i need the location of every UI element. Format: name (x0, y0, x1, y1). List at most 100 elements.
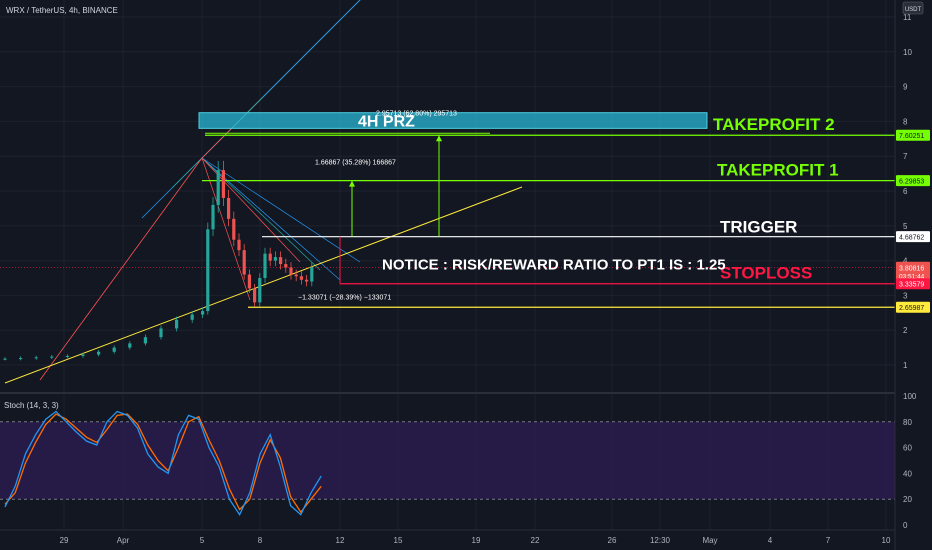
price-tag (896, 278, 930, 290)
currency-badge[interactable] (902, 1, 924, 15)
fan-line (201, 157, 361, 263)
candle-body (305, 279, 309, 282)
stoch-axis[interactable]: 0 20 40 60 80 100 (903, 392, 917, 530)
stoploss-label: STOPLOSS (720, 264, 812, 283)
candle-body (201, 311, 205, 315)
price-tick-label: 2 (903, 326, 908, 335)
candle-body (19, 358, 23, 360)
stoch-k-line (4, 410, 322, 517)
candle-body (206, 229, 210, 312)
takeprofit-2-label: TAKEPROFIT 2 (713, 115, 835, 134)
takeprofit-1-label: TAKEPROFIT 1 (717, 161, 839, 180)
price-candles (3, 160, 314, 361)
support-trendline[interactable] (4, 186, 523, 384)
price-tick-label: 8 (903, 117, 908, 126)
time-tick-label: 15 (394, 536, 403, 545)
stoch-tick-label: 0 (903, 521, 908, 530)
pitchfork-handle (39, 157, 203, 381)
tp1-measure-label: 1.66867 (35.28%) 166867 (315, 160, 396, 167)
fan-line (201, 157, 321, 271)
tp1-arrow-head (349, 180, 355, 187)
candle-body (143, 337, 147, 344)
time-tick-label: 8 (258, 536, 263, 545)
candle-body (242, 250, 246, 275)
pitchfork-line (261, 0, 361, 99)
stoch-tick-label: 40 (903, 469, 912, 478)
price-tick-label: 10 (903, 48, 912, 57)
time-tick-label: 12:30 (650, 536, 671, 545)
candle-body (65, 355, 69, 357)
stoch-d-line (4, 413, 322, 514)
candle-body (97, 351, 101, 355)
price-levels[interactable] (0, 134, 895, 308)
price-tag-label: 7.60251 (899, 133, 924, 140)
stoch-tick-label: 20 (903, 495, 912, 504)
candle-body (232, 218, 236, 240)
price-tick-label: 6 (903, 187, 908, 196)
candle-body (284, 264, 288, 268)
measurements[interactable] (205, 132, 490, 284)
price-tag (896, 301, 930, 313)
prz-zone[interactable] (198, 112, 708, 129)
candle-body (3, 358, 7, 360)
candle-body (227, 197, 231, 219)
stoch-tick-label: 100 (903, 392, 917, 401)
time-tick-label: 26 (608, 536, 617, 545)
price-tick-label: 4 (903, 257, 908, 266)
currency-badge-label: USDT (905, 7, 922, 13)
candle-body (299, 276, 303, 280)
price-tick-label: 9 (903, 83, 908, 92)
stoch-tick-label: 80 (903, 418, 912, 427)
candle-body (273, 257, 277, 261)
time-tick-label: Apr (117, 536, 130, 545)
candle-body (253, 288, 257, 303)
tp2-arrow-head (436, 135, 442, 142)
time-tick-label: May (702, 536, 717, 545)
candle-body (279, 257, 283, 265)
sl-measure-label: −1.33071 (−28.39%) −133071 (298, 295, 391, 302)
candle-body (128, 343, 132, 348)
price-tag-label: 6.29853 (899, 179, 924, 186)
candle-body (216, 170, 220, 205)
price-tick-label: 11 (903, 13, 912, 22)
price-tag (896, 261, 930, 280)
price-tick-label: 5 (903, 222, 908, 231)
candle-body (159, 328, 163, 338)
candle-body (289, 267, 293, 275)
candle-body (50, 356, 54, 358)
price-tag-label: 4.68762 (899, 235, 924, 242)
candle-body (81, 354, 85, 356)
time-tick-label: 19 (472, 536, 481, 545)
candle-body (211, 204, 215, 230)
candle-body (221, 170, 225, 198)
candle-body (34, 357, 38, 359)
time-tick-label: 10 (882, 536, 891, 545)
price-tag-label: 3.80816 (899, 265, 924, 272)
price-tag (896, 175, 930, 187)
price-tag-label: 2.65987 (899, 305, 924, 312)
candle-body (294, 274, 298, 277)
notice-text: NOTICE : RISK/REWARD RATIO TO PT1 IS : 1… (382, 256, 726, 273)
price-tag (896, 129, 930, 141)
time-axis[interactable]: 29 Apr 5 8 12 15 19 22 26 12:30 May 4 7 10 (60, 536, 891, 545)
candle-body (190, 314, 194, 320)
time-tick-label: 4 (768, 536, 773, 545)
candle-body (247, 274, 251, 289)
prz-label: 4H PRZ (358, 113, 415, 130)
fan-line (201, 157, 251, 301)
stoch-title: Stoch (14, 3, 3) (4, 401, 59, 410)
candle-body (112, 347, 116, 352)
price-tick-label: 3 (903, 291, 908, 300)
price-axis[interactable]: 1 2 3 4 5 6 7 8 9 10 11 (903, 13, 912, 370)
candle-body (263, 253, 267, 278)
candle-body (237, 239, 241, 251)
price-tag-label: 3.33579 (899, 282, 924, 289)
candle-body (268, 253, 272, 261)
price-tick-label: 7 (903, 152, 908, 161)
symbol-title: WRX / TetherUS, 4h, BINANCE (6, 6, 118, 15)
time-tick-label: 29 (60, 536, 69, 545)
price-tick-label: 1 (903, 361, 908, 370)
time-tick-label: 12 (336, 536, 345, 545)
